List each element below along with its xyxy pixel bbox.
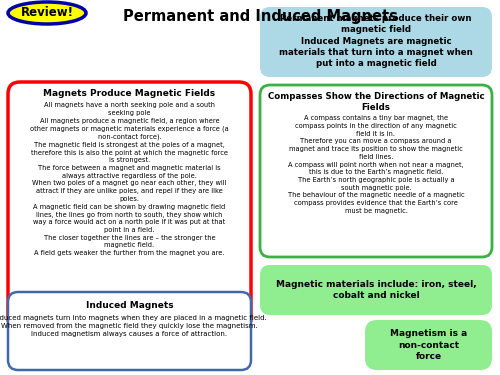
Text: Magnets Produce Magnetic Fields: Magnets Produce Magnetic Fields [44,89,216,98]
FancyBboxPatch shape [260,265,492,315]
FancyBboxPatch shape [8,82,251,330]
Text: All magnets have a north seeking pole and a south
seeking pole
All magnets produ: All magnets have a north seeking pole an… [30,102,229,256]
Text: Induced Magnets: Induced Magnets [86,301,174,310]
Text: A compass contains a tiny bar magnet, the
compass points in the direction of any: A compass contains a tiny bar magnet, th… [288,115,465,214]
Text: Induced magnets turn into magnets when they are placed in a magnetic field.
When: Induced magnets turn into magnets when t… [0,315,266,337]
Text: Permanent and Induced Magnets: Permanent and Induced Magnets [122,9,398,24]
FancyBboxPatch shape [260,85,492,257]
FancyBboxPatch shape [8,292,251,370]
Text: Review!: Review! [20,6,74,20]
Text: Magnetic materials include: iron, steel,
cobalt and nickel: Magnetic materials include: iron, steel,… [276,280,476,300]
Text: Permanent magnets produce their own
magnetic field
Induced Magnets are magnetic
: Permanent magnets produce their own magn… [279,13,473,68]
FancyBboxPatch shape [260,7,492,77]
Text: Compasses Show the Directions of Magnetic
Fields: Compasses Show the Directions of Magneti… [268,92,484,112]
Ellipse shape [8,2,86,24]
Text: Magnetism is a
non-contact
force: Magnetism is a non-contact force [390,329,467,361]
FancyBboxPatch shape [365,320,492,370]
